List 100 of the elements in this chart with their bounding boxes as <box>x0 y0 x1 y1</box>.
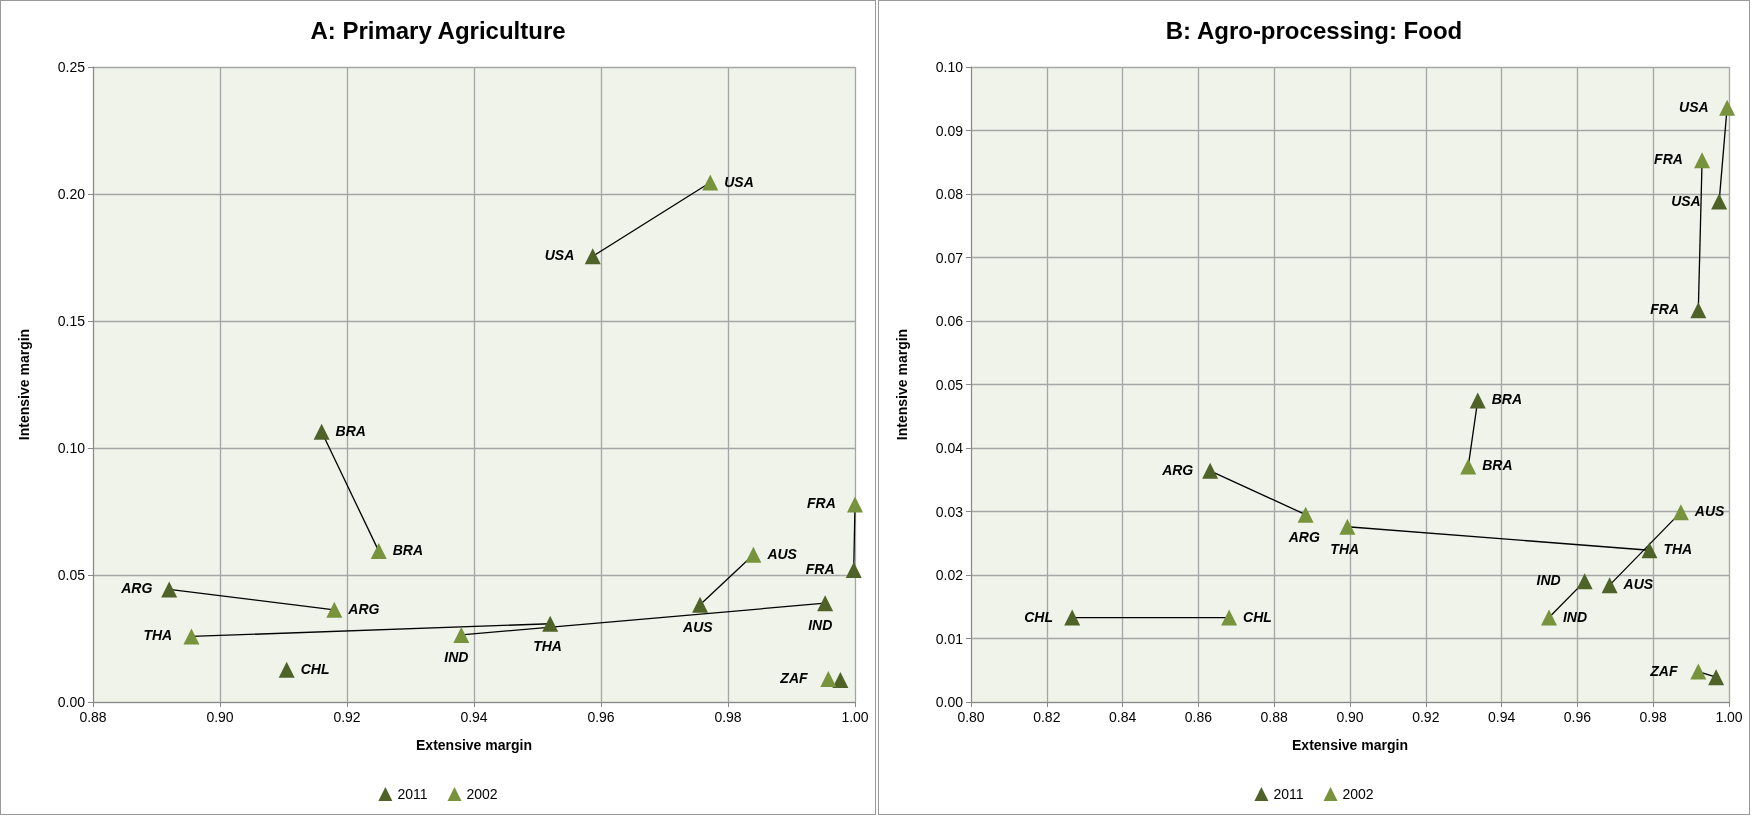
x-tick-label: 0.98 <box>714 709 742 725</box>
legend-label: 2002 <box>1342 786 1374 802</box>
point <box>1221 609 1238 626</box>
y-tick-label: 0.15 <box>57 313 86 329</box>
data-label: AUS <box>682 618 714 635</box>
x-axis-title: Extensive margin <box>416 737 532 753</box>
point <box>1469 392 1486 409</box>
y-tick-label: 0.00 <box>57 694 86 710</box>
data-label: CHL <box>1024 608 1053 625</box>
point <box>1708 669 1725 686</box>
y-tick-label: 0.02 <box>935 567 964 583</box>
data-label: USA <box>1679 98 1709 115</box>
y-tick-label: 0.06 <box>935 313 964 329</box>
point <box>542 615 559 632</box>
data-label: CHL <box>300 660 330 677</box>
point <box>1540 609 1557 626</box>
data-label: IND <box>1562 608 1588 625</box>
y-tick-label: 0.01 <box>935 630 964 647</box>
point <box>1719 99 1736 116</box>
point <box>161 581 178 598</box>
point <box>817 595 834 612</box>
y-tick-label: 0.09 <box>935 122 964 139</box>
point <box>1576 573 1593 590</box>
data-label: THA <box>533 637 562 654</box>
data-label: BRA <box>1482 457 1513 474</box>
data-label: IND <box>444 648 469 665</box>
point <box>1297 506 1314 523</box>
data-label: ARG <box>1287 528 1320 545</box>
data-label: BRA <box>335 422 366 439</box>
x-tick-label: 0.88 <box>1260 709 1289 725</box>
legend-label: 2011 <box>1273 786 1304 802</box>
point <box>1672 504 1689 521</box>
y-tick-label: 0.05 <box>935 376 964 393</box>
point <box>847 496 863 513</box>
point <box>745 546 762 563</box>
point <box>1690 663 1707 680</box>
x-tick-label: 0.96 <box>1563 709 1592 725</box>
point <box>1694 152 1711 169</box>
chart-title: A: Primary Agriculture <box>310 16 566 44</box>
point <box>584 248 601 265</box>
data-label: ZAF <box>1649 662 1678 679</box>
x-tick-label: 0.86 <box>1184 709 1213 725</box>
point <box>326 601 343 618</box>
chart-title: B: Agro-processing: Food <box>1165 16 1463 44</box>
y-tick-label: 0.03 <box>935 503 964 520</box>
point <box>820 670 837 687</box>
x-tick-label: 0.90 <box>1336 709 1364 725</box>
y-tick-label: 0.25 <box>57 59 86 75</box>
x-tick-label: 0.92 <box>333 709 361 725</box>
x-axis-title: Extensive margin <box>1292 737 1408 753</box>
y-tick-label: 0.10 <box>57 440 86 456</box>
point <box>183 628 200 645</box>
data-label: FRA <box>1650 301 1680 318</box>
x-tick-label: 0.96 <box>587 709 615 725</box>
data-label: CHL <box>1243 608 1272 625</box>
point <box>692 596 709 613</box>
data-label: USA <box>1671 192 1701 209</box>
data-label: AUS <box>1693 503 1726 520</box>
data-label: IND <box>1536 572 1561 589</box>
data-label: ARG <box>347 600 380 617</box>
x-tick-label: 0.84 <box>1108 709 1137 725</box>
x-tick-label: 0.98 <box>1639 709 1668 725</box>
point <box>1339 518 1356 535</box>
y-tick-label: 0.20 <box>57 186 86 202</box>
point <box>1711 193 1728 210</box>
point <box>702 174 719 191</box>
y-tick-label: 0.05 <box>57 567 86 583</box>
point <box>370 543 387 560</box>
point <box>1641 542 1658 559</box>
data-label: FRA <box>1654 151 1683 168</box>
y-tick-label: 0.08 <box>935 186 964 202</box>
x-tick-label: 0.82 <box>1033 709 1061 725</box>
point <box>1601 577 1618 594</box>
data-label: AUS <box>766 545 798 562</box>
y-tick-label: 0.00 <box>935 694 964 710</box>
data-label: BRA <box>1491 391 1523 408</box>
y-tick-label: 0.10 <box>935 59 964 75</box>
legend-label: 2002 <box>466 786 498 802</box>
x-tick-label: 0.94 <box>460 709 488 725</box>
point <box>845 561 862 578</box>
data-label: ZAF <box>779 669 808 686</box>
data-label: THA <box>1663 541 1693 558</box>
data-label: AUS <box>1622 576 1654 593</box>
y-axis-title: Intensive margin <box>894 328 910 441</box>
point <box>313 423 330 440</box>
data-label: ARG <box>120 580 153 597</box>
point <box>278 661 295 678</box>
data-label: THA <box>1330 540 1360 557</box>
x-tick-label: 1.00 <box>841 709 869 725</box>
legend-label: 2011 <box>397 786 428 802</box>
x-tick-label: 0.80 <box>957 709 985 725</box>
y-tick-label: 0.04 <box>935 440 964 456</box>
data-label: USA <box>724 173 754 190</box>
point <box>453 626 470 643</box>
x-tick-label: 1.00 <box>1715 709 1743 725</box>
x-tick-label: 0.88 <box>79 709 107 725</box>
point <box>832 671 849 688</box>
point <box>1690 302 1707 319</box>
data-label: THA <box>143 627 173 644</box>
x-tick-label: 0.92 <box>1412 709 1440 725</box>
